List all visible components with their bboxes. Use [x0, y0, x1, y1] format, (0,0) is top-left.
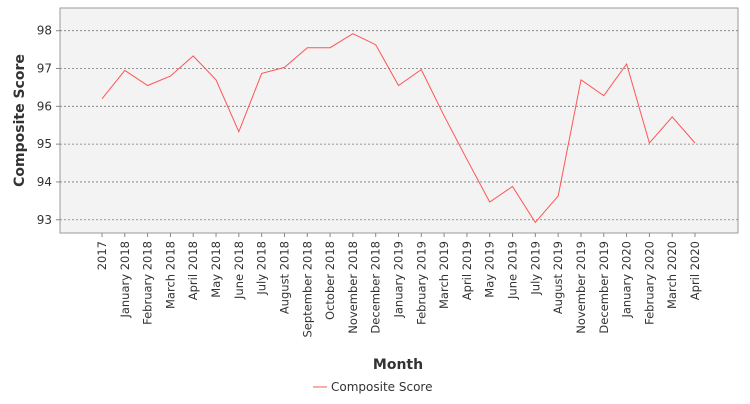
x-tick-label: February 2020 — [642, 241, 656, 325]
y-axis-ticks: 93 94 95 96 97 98 — [37, 24, 60, 227]
x-tick-label: 2017 — [95, 241, 109, 270]
x-tick-label: August 2019 — [551, 241, 565, 314]
x-axis-label: Month — [373, 357, 423, 373]
legend: Composite Score — [313, 380, 432, 394]
y-tick-label: 97 — [37, 62, 52, 76]
x-tick-label: May 2018 — [209, 241, 223, 298]
y-tick-label: 96 — [37, 99, 52, 113]
x-tick-label: August 2018 — [277, 241, 291, 314]
x-tick-label: December 2019 — [597, 241, 611, 334]
x-tick-label: November 2019 — [574, 241, 588, 334]
x-tick-label: February 2018 — [141, 241, 155, 325]
y-tick-label: 94 — [37, 175, 52, 189]
plot-area — [59, 7, 739, 234]
series-line-composite-score — [101, 33, 696, 224]
x-tick-label: March 2020 — [665, 241, 679, 309]
gridlines — [60, 30, 738, 221]
x-tick-label: February 2019 — [414, 241, 428, 325]
x-tick-label: April 2019 — [460, 241, 474, 300]
x-tick-label: January 2019 — [392, 241, 406, 319]
x-tick-label: June 2018 — [232, 241, 246, 300]
x-tick-label: April 2018 — [186, 241, 200, 300]
x-tick-label: March 2019 — [437, 241, 451, 309]
x-tick-label: January 2018 — [118, 241, 132, 319]
x-tick-label: December 2018 — [369, 241, 383, 334]
series-layer — [101, 33, 696, 224]
x-tick-label: September 2018 — [300, 241, 314, 338]
x-tick-label: March 2018 — [163, 241, 177, 309]
x-axis-ticks: 2017 January 2018 February 2018 March 2018 A… — [95, 233, 702, 338]
legend-label: Composite Score — [331, 380, 432, 394]
x-tick-label: October 2018 — [323, 241, 337, 320]
x-tick-label: November 2018 — [346, 241, 360, 334]
y-tick-label: 93 — [37, 213, 52, 227]
x-tick-label: July 2019 — [528, 241, 542, 296]
x-tick-label: January 2020 — [620, 241, 634, 319]
x-tick-label: May 2019 — [483, 241, 497, 298]
x-tick-label: April 2020 — [688, 241, 702, 300]
x-tick-label: July 2018 — [255, 241, 269, 296]
y-tick-label: 95 — [37, 137, 52, 151]
y-axis-label: Composite Score — [12, 54, 28, 187]
y-tick-label: 98 — [37, 24, 52, 38]
x-tick-label: June 2019 — [506, 241, 520, 300]
